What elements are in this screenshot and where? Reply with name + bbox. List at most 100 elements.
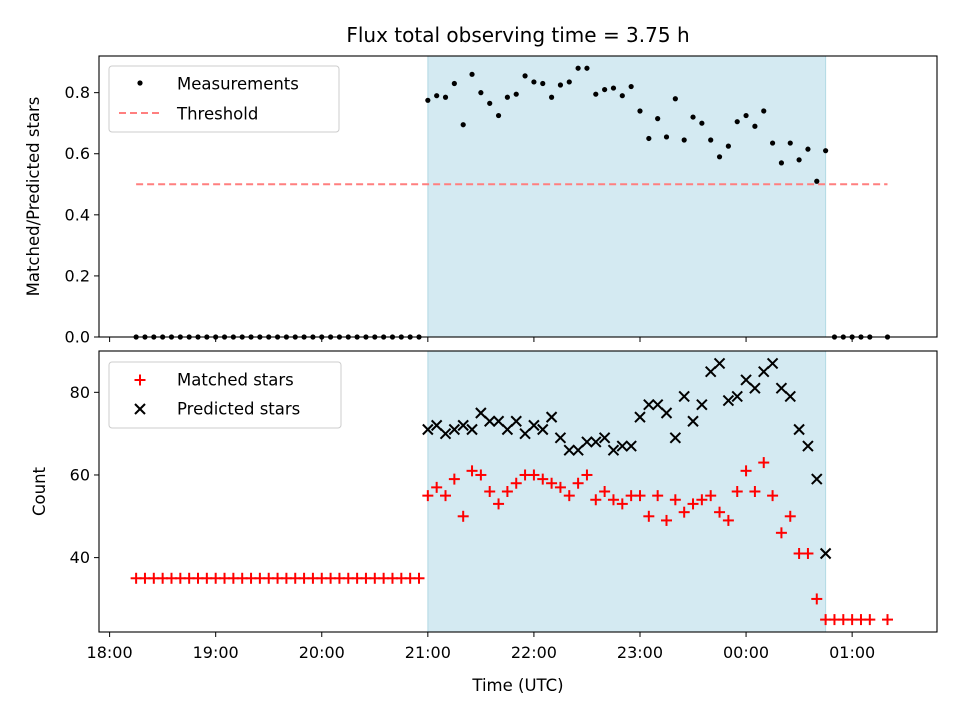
predicted-star-point	[572, 444, 584, 456]
x-b	[713, 357, 726, 370]
matched-star-point	[563, 490, 575, 502]
measurement-point	[584, 65, 590, 71]
x-b	[811, 473, 823, 485]
measurement-point	[752, 123, 758, 129]
predicted-star-point	[819, 547, 832, 560]
x-b	[563, 444, 575, 456]
matched-star-point	[740, 465, 752, 477]
matched-star-point	[731, 486, 743, 497]
x-b	[731, 390, 743, 403]
x-b	[528, 419, 540, 432]
measurement-point	[805, 146, 811, 152]
measurement-point	[540, 80, 546, 87]
x-b	[775, 382, 788, 394]
measurement-point	[716, 154, 723, 160]
predicted-star-point	[519, 427, 531, 440]
predicted-legend-x	[134, 403, 146, 415]
bottom-y-tick-label: 80	[70, 383, 90, 402]
x-b	[802, 440, 814, 452]
predicted-star-point	[713, 357, 726, 370]
x-b	[634, 411, 646, 423]
x-tick-label: 22:00	[511, 643, 557, 662]
predicted-stars-legend-label: Predicted stars	[177, 400, 300, 419]
matched-star-point	[802, 547, 814, 559]
predicted-star-point	[510, 415, 522, 427]
matched-star-point	[775, 527, 787, 539]
matched-star-point	[616, 498, 628, 510]
x-b	[696, 399, 708, 411]
predicted-star-point	[766, 357, 779, 370]
matched-star-point	[599, 486, 611, 497]
top-y-tick-label: 0.6	[65, 144, 90, 163]
x-b	[704, 365, 717, 378]
predicted-star-point	[581, 436, 593, 448]
x-b	[643, 399, 655, 411]
x-b	[422, 423, 434, 436]
measurements-legend-marker	[137, 80, 143, 86]
predicted-star-point	[475, 407, 487, 419]
matched-star-point	[510, 477, 522, 489]
x-b	[607, 444, 620, 456]
predicted-star-point	[439, 427, 452, 440]
measurement-point	[469, 71, 475, 77]
x-tick-label: 20:00	[299, 643, 345, 662]
bottom-axes-frame	[98, 350, 938, 633]
top-y-ticks: 0.0 0.2 0.4 0.6 0.8	[65, 83, 99, 347]
x-b	[448, 423, 461, 436]
top-observing-span	[427, 55, 827, 338]
measurement-point	[743, 112, 749, 119]
bottom-y-tick-label: 40	[70, 548, 90, 567]
matched-star-point	[678, 506, 690, 518]
measurement-point	[442, 94, 449, 100]
bottom-panel: 40 60 80 18:00 19:00 20:00 21:00 22:00 23:00 00:…	[30, 350, 938, 695]
measurement-point	[557, 82, 564, 88]
threshold-legend-label: Threshold	[176, 105, 258, 124]
x-tick-label: 21:00	[405, 643, 451, 662]
x-b	[625, 440, 637, 452]
measurement-point	[593, 91, 599, 97]
predicted-star-point	[466, 423, 478, 436]
x-b	[457, 419, 469, 432]
x-b	[475, 407, 487, 419]
measurement-point	[487, 100, 493, 106]
x-b	[484, 415, 496, 427]
matched-star-point	[466, 465, 478, 477]
x-b	[669, 432, 682, 444]
x-b	[537, 423, 549, 436]
predicted-star-point	[528, 419, 540, 432]
matched-star-point	[643, 510, 655, 522]
measurement-point	[425, 97, 431, 103]
matched-star-point	[714, 506, 726, 518]
matched-star-point	[501, 486, 513, 497]
x-b	[793, 423, 805, 436]
matched-star-point	[687, 498, 699, 510]
x-b	[616, 440, 629, 452]
matched-star-point	[448, 473, 460, 485]
predicted-star-point	[704, 365, 717, 378]
matched-stars-legend-label: Matched stars	[177, 371, 294, 390]
predicted-star-point	[554, 432, 567, 444]
x-b	[740, 374, 752, 386]
x-b	[687, 415, 699, 427]
predicted-star-point	[758, 365, 770, 378]
measurement-point	[619, 93, 625, 99]
predicted-star-point	[740, 374, 752, 386]
predicted-star-point	[422, 423, 434, 436]
matched-star-point	[457, 510, 469, 522]
measurement-point	[699, 120, 705, 126]
predicted-star-point	[811, 473, 823, 485]
top-y-axis-label: Matched/Predicted stars	[24, 97, 43, 297]
predicted-star-point	[563, 444, 575, 456]
measurement-point	[796, 157, 802, 163]
measurement-point	[761, 108, 767, 114]
predicted-star-point	[625, 440, 637, 452]
matched-star-point	[749, 486, 761, 497]
predicted-stars-legend-marker	[134, 403, 146, 415]
measurement-point	[548, 94, 555, 100]
matched-star-point	[767, 490, 779, 502]
measurement-point	[504, 94, 510, 100]
matched-legend-plus	[134, 374, 146, 386]
matched-star-point	[784, 510, 796, 522]
bottom-x-ticks: 18:00 19:00 20:00 21:00 22:00 23:00 00:00 01:00	[87, 632, 875, 662]
